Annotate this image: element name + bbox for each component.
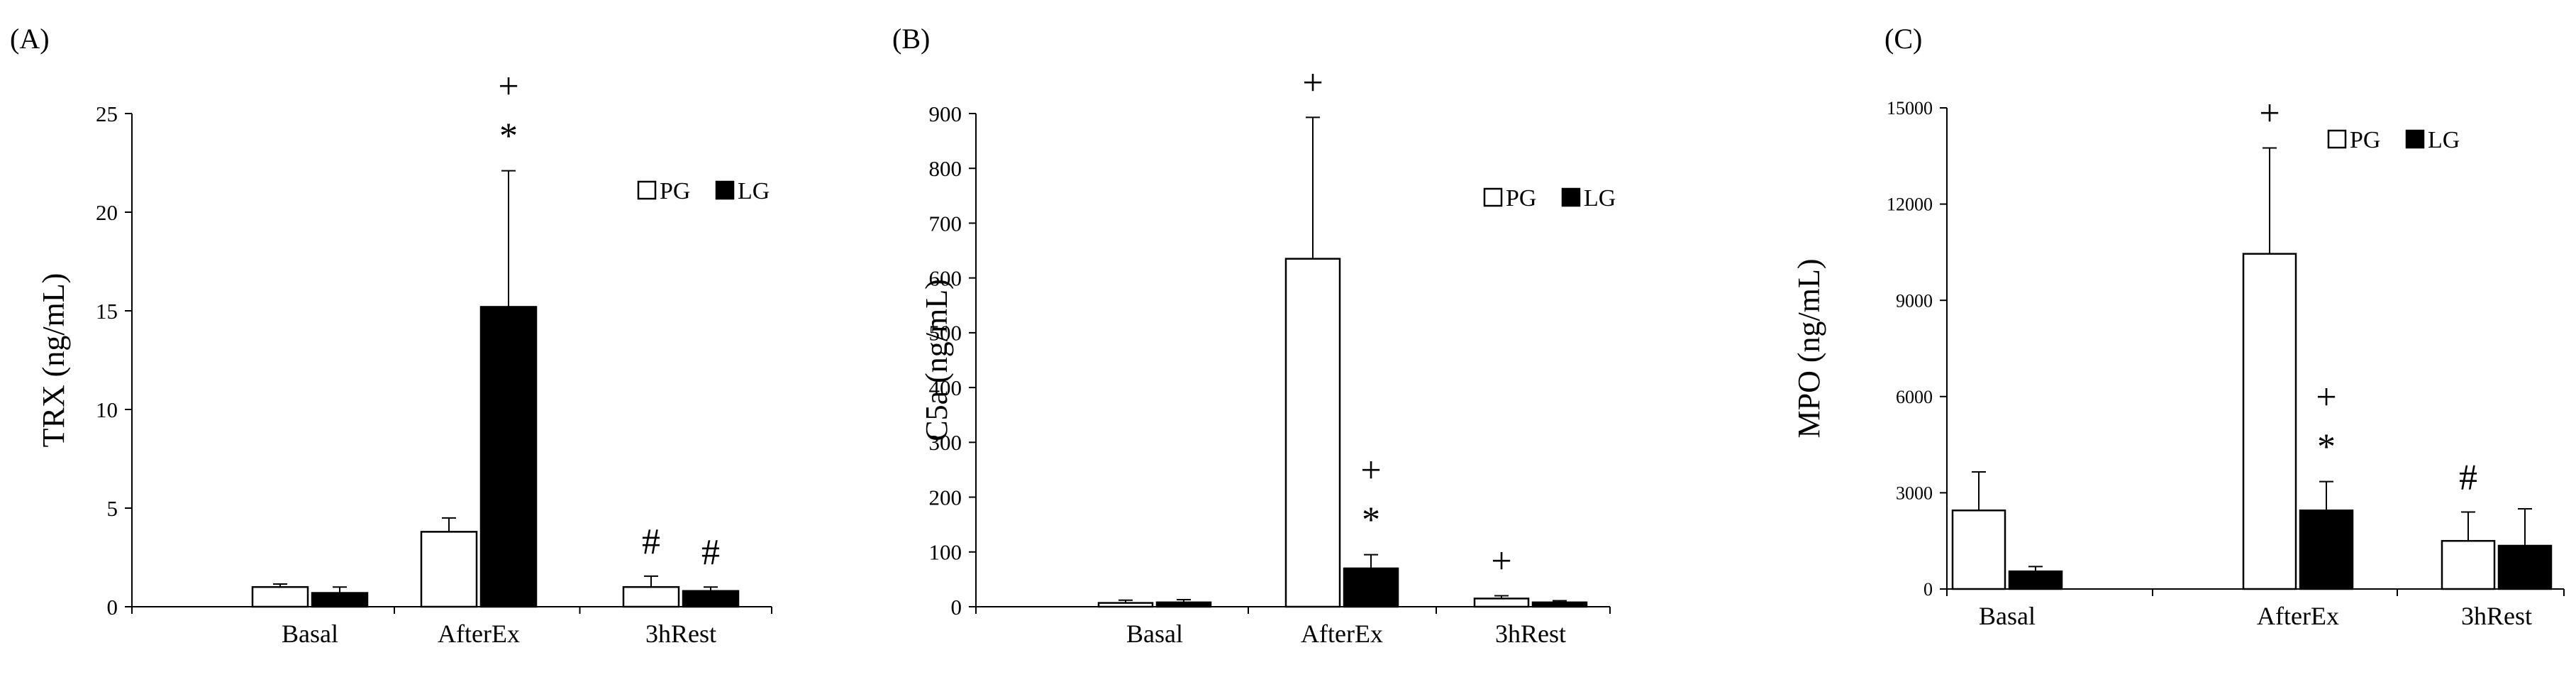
y-tick-label: 100	[929, 540, 962, 565]
bar-lg	[2008, 570, 2063, 590]
x-tick-label: Basal	[1979, 602, 2036, 630]
bar-pg	[2441, 539, 2496, 590]
legend-label: PG	[1506, 185, 1536, 211]
legend-swatch-pg	[637, 180, 657, 200]
y-axis-label: MPO (ng/mL)	[1792, 259, 1826, 439]
y-tick-label: 25	[96, 101, 118, 126]
significance-mark: +	[2259, 94, 2280, 134]
bar-lg	[479, 306, 538, 608]
y-tick-label: 9000	[1896, 290, 1933, 311]
x-tick-label: 3hRest	[2461, 602, 2532, 630]
x-tick-label: Basal	[1126, 620, 1183, 648]
panel-label: (B)	[892, 23, 930, 55]
significance-mark: +	[1302, 62, 1323, 103]
y-tick-label: 300	[929, 430, 962, 455]
y-tick-label: 0	[1923, 579, 1933, 600]
significance-mark: +	[498, 67, 518, 107]
bar-pg	[420, 531, 478, 608]
significance-mark: #	[2459, 458, 2477, 498]
y-tick-label: 15000	[1887, 98, 1933, 119]
y-tick-label: 800	[929, 156, 962, 181]
y-tick-label: 12000	[1887, 194, 1933, 215]
y-tick-label: 500	[929, 321, 962, 346]
legend-swatch-pg	[2327, 129, 2347, 149]
bar-pg	[2242, 253, 2297, 590]
bar-lg	[1531, 601, 1588, 608]
legend-swatch-pg	[1483, 187, 1503, 207]
panel-b: (B) C5a (ng/mL) 0 100 200 300 400 500 600 700 800 9…	[892, 23, 1616, 648]
significance-mark: +	[1360, 451, 1381, 491]
y-tick-label: 0	[107, 595, 118, 620]
x-tick-label: 3hRest	[645, 620, 716, 648]
y-tick-label: 400	[929, 375, 962, 400]
bar-pg	[1284, 258, 1341, 608]
significance-mark: +	[1491, 541, 1511, 582]
y-tick-label: 3000	[1896, 483, 1933, 504]
legend-label: PG	[2350, 127, 2380, 153]
significance-mark: #	[642, 522, 660, 562]
legend-label: LG	[2428, 127, 2460, 153]
y-tick-label: 900	[929, 101, 962, 126]
legend-swatch-lg	[2405, 129, 2425, 149]
bar-lg	[2497, 544, 2553, 590]
y-tick-label: 15	[96, 299, 118, 324]
legend-swatch-lg	[715, 180, 735, 200]
bar-lg	[311, 592, 369, 608]
y-tick-label: 200	[929, 485, 962, 510]
y-axis-label: C5a (ng/mL)	[919, 279, 954, 441]
x-tick-label: AfterEx	[1301, 620, 1383, 648]
x-tick-label: Basal	[282, 620, 338, 648]
y-tick-label: 5	[107, 496, 118, 521]
bar-pg	[251, 585, 309, 608]
bar-pg	[1473, 598, 1530, 608]
x-tick-label: AfterEx	[2257, 602, 2339, 630]
y-tick-label: 20	[96, 200, 118, 225]
panel-c: (C) MPO (ng/mL) 0 3000 6000 9000 12000 15000 Bas…	[1792, 23, 2565, 630]
bar-lg	[1343, 567, 1399, 608]
y-tick-label: 0	[951, 595, 962, 620]
panel-label: (A)	[10, 23, 50, 55]
significance-mark: *	[2317, 427, 2336, 468]
panel-label: (C)	[1884, 23, 1922, 55]
y-tick-label: 600	[929, 266, 962, 291]
x-tick-label: AfterEx	[438, 620, 520, 648]
bar-lg	[682, 590, 740, 608]
y-tick-label: 6000	[1896, 387, 1933, 407]
significance-mark: *	[1362, 500, 1380, 541]
significance-mark: +	[2316, 378, 2336, 418]
panel-a: (A) TRX (ng/mL) 0 5 10 15 20 25 Basal AfterEx 3hRe…	[10, 23, 772, 648]
bar-pg	[1951, 510, 2006, 590]
significance-mark: #	[701, 532, 720, 573]
significance-mark: *	[499, 116, 518, 157]
y-tick-label: 700	[929, 211, 962, 236]
bar-pg	[622, 585, 680, 608]
y-tick-label: 10	[96, 397, 118, 422]
x-tick-label: 3hRest	[1495, 620, 1566, 648]
bar-lg	[2299, 510, 2354, 590]
legend-label: LG	[738, 178, 770, 204]
y-axis-label: TRX (ng/mL)	[36, 273, 71, 448]
legend-label: PG	[660, 178, 690, 204]
legend-label: LG	[1584, 185, 1616, 211]
legend-swatch-lg	[1561, 187, 1581, 207]
bar-lg	[1155, 601, 1212, 608]
bar-pg	[1097, 602, 1154, 608]
